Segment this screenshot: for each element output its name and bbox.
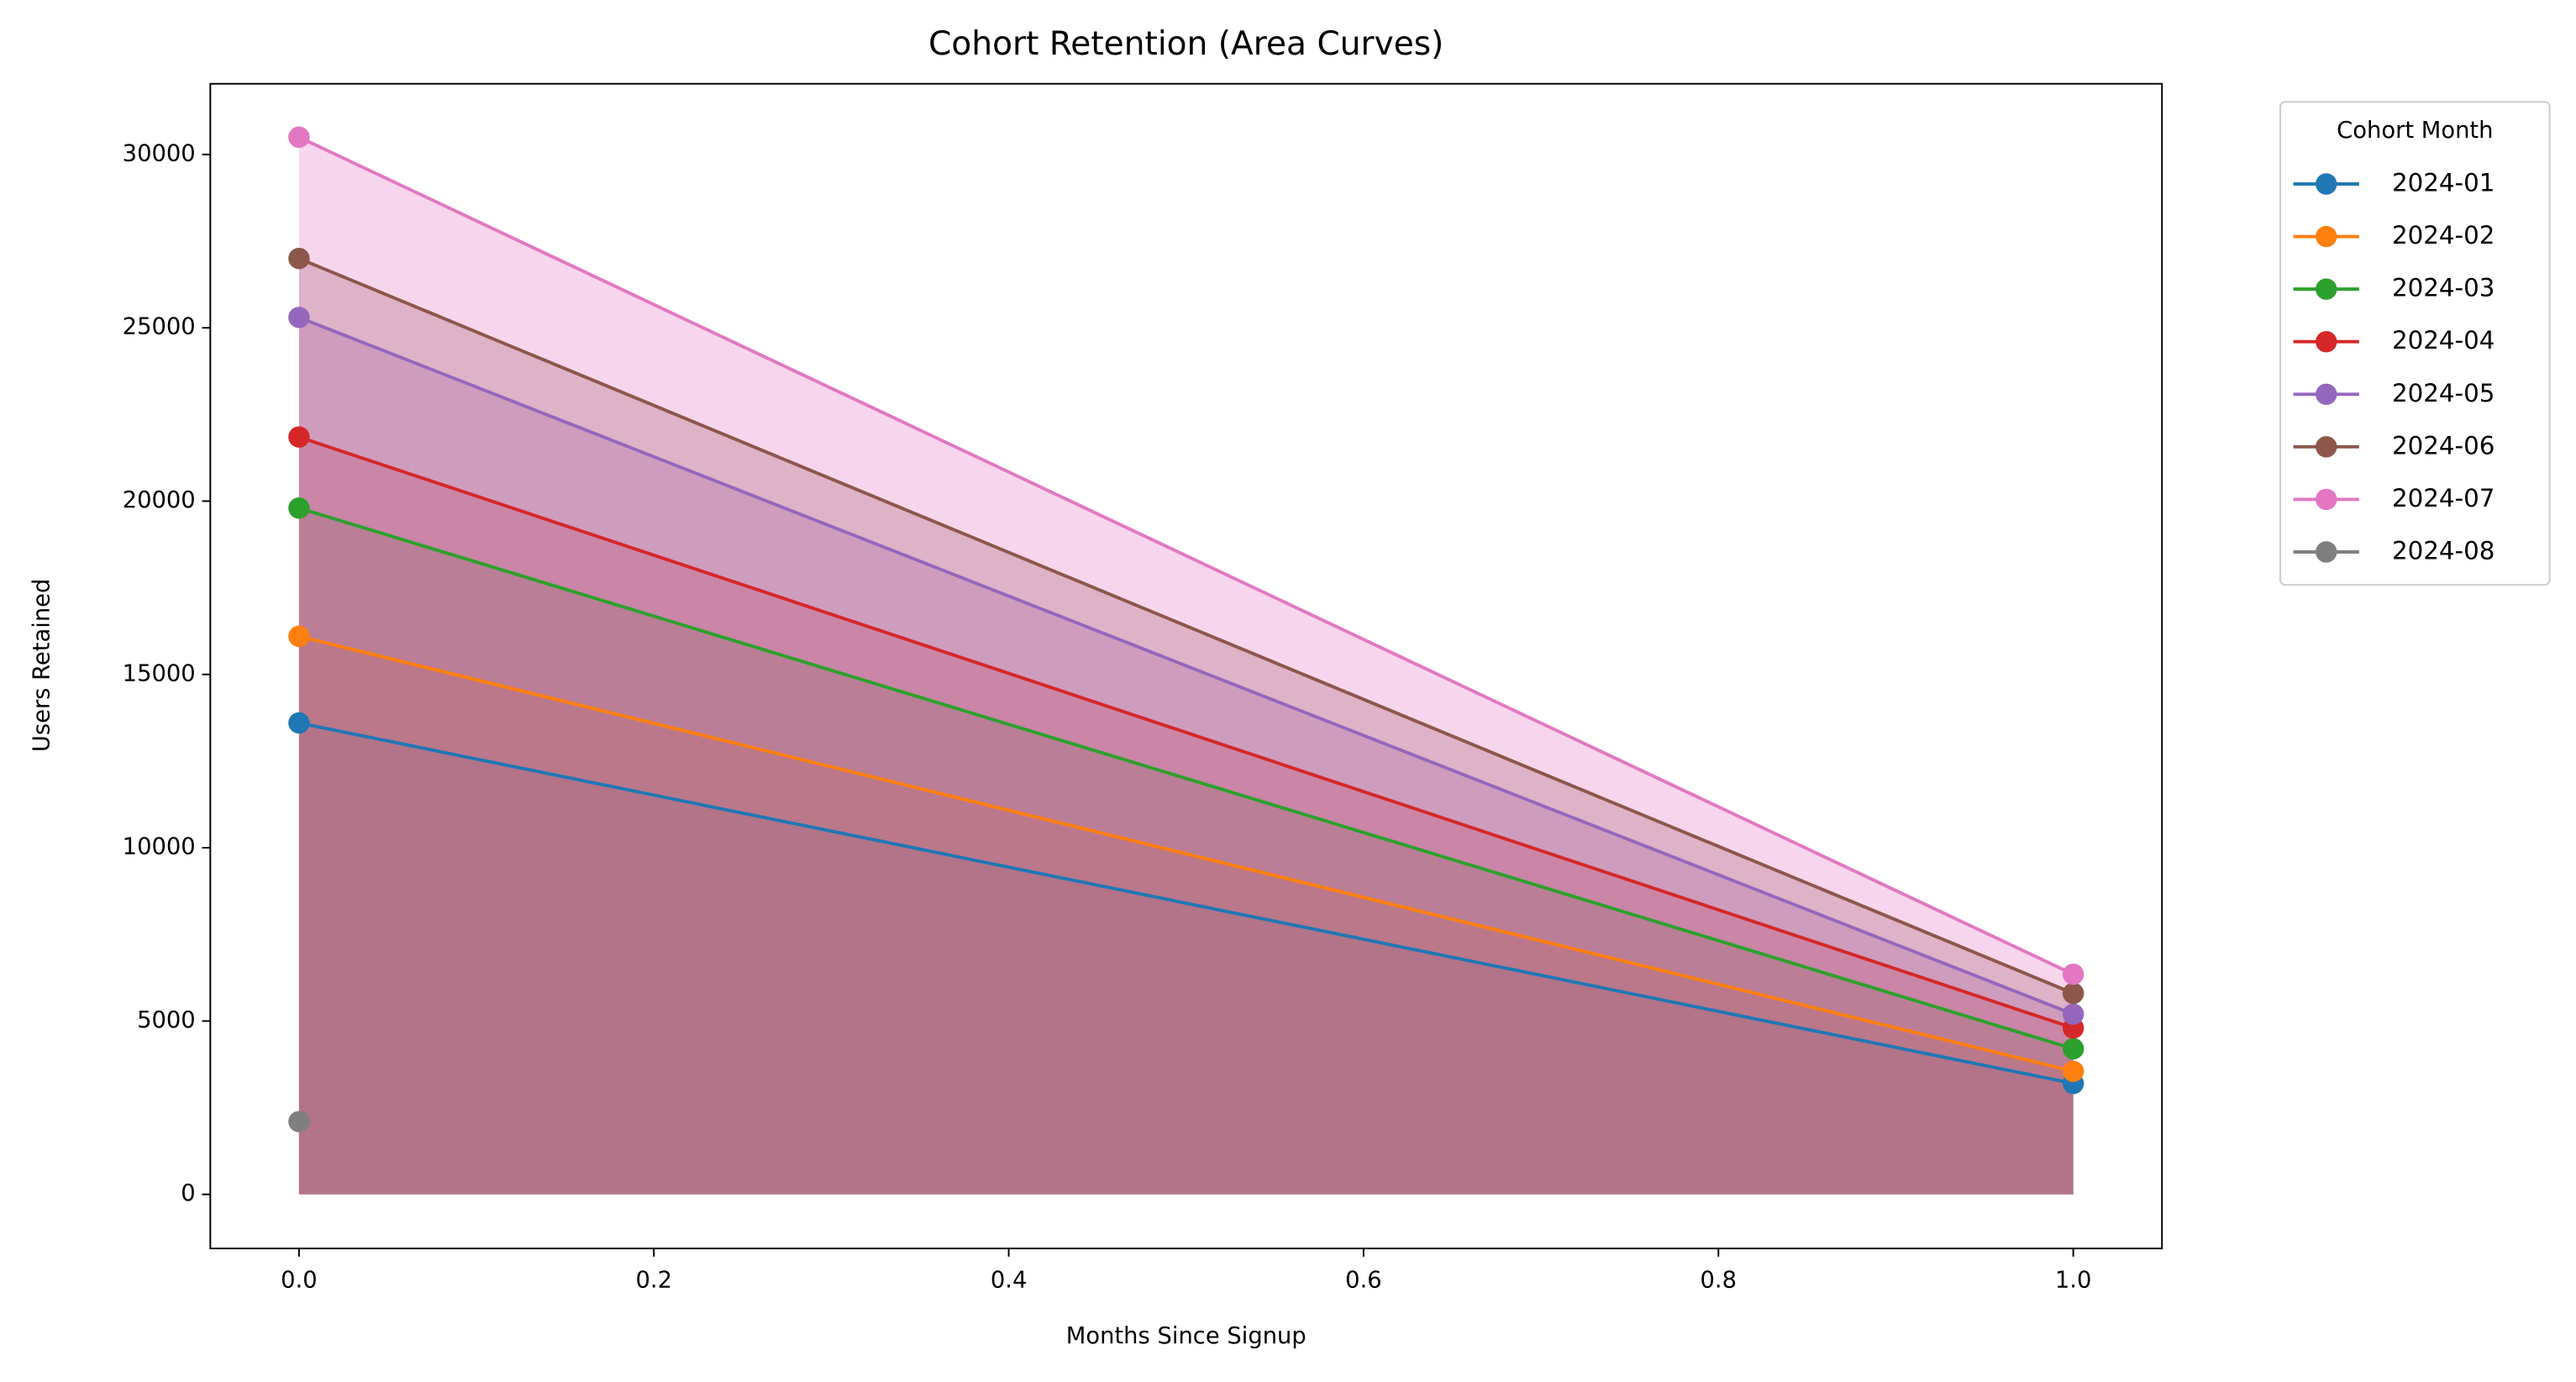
data-point <box>2062 1038 2084 1060</box>
data-point <box>288 1111 310 1132</box>
legend-marker <box>2316 488 2337 511</box>
legend-title: Cohort Month <box>2337 118 2493 144</box>
legend: Cohort Month 2024-01 2024-02 2024-03 2024-0… <box>2279 101 2551 586</box>
y-tick-label: 15000 <box>123 660 196 686</box>
legend-label: 2024-08 <box>2392 536 2495 565</box>
area-fill <box>298 317 2074 1195</box>
area-fill <box>298 437 2074 1195</box>
y-tick-label: 30000 <box>123 140 196 166</box>
legend-marker <box>2316 278 2337 300</box>
data-point <box>2062 982 2084 1005</box>
legend-box <box>2279 101 2551 586</box>
area-fill <box>298 723 2074 1195</box>
series-line <box>298 634 2074 1074</box>
x-tick-label: 0.2 <box>635 1268 672 1294</box>
series-line <box>298 135 2074 976</box>
series-line <box>298 256 2074 996</box>
legend-marker <box>2316 383 2337 405</box>
y-tick-label: 25000 <box>123 314 196 340</box>
y-tick-label: 10000 <box>123 834 196 860</box>
x-tick-label: 0.6 <box>1345 1268 1382 1294</box>
y-axis-label: Users Retained <box>29 579 55 753</box>
axes-frame <box>209 82 2163 1250</box>
data-point <box>288 497 310 519</box>
legend-label: 2024-06 <box>2392 431 2495 460</box>
legend-marker <box>2316 225 2337 248</box>
series-line <box>298 315 2074 1016</box>
legend-marker <box>2316 173 2337 195</box>
data-point <box>288 712 310 734</box>
legend-label: 2024-05 <box>2392 379 2495 407</box>
plot-area <box>288 126 2084 1195</box>
x-tick-label: 0.0 <box>281 1268 318 1294</box>
legend-label: 2024-02 <box>2392 221 2495 250</box>
legend-marker <box>2316 436 2337 458</box>
data-point <box>288 426 310 448</box>
area-fill <box>298 636 2074 1195</box>
legend-label: 2024-04 <box>2392 326 2495 355</box>
x-tick-label: 1.0 <box>2055 1268 2092 1294</box>
legend-marker <box>2316 330 2337 353</box>
data-point <box>2062 1003 2084 1025</box>
data-point <box>288 307 310 328</box>
y-tick-label: 5000 <box>137 1007 196 1033</box>
data-point <box>288 625 310 648</box>
x-tick-label: 0.4 <box>991 1268 1028 1294</box>
series-line <box>298 435 2074 1030</box>
area-fill <box>298 507 2074 1195</box>
y-tick-label: 0 <box>181 1180 195 1206</box>
chart-title: Cohort Retention (Area Curves) <box>928 25 1443 63</box>
legend-marker <box>2316 541 2337 563</box>
data-point <box>288 247 310 270</box>
series-line <box>298 721 2074 1085</box>
series-line <box>298 506 2074 1051</box>
legend-label: 2024-01 <box>2392 168 2495 197</box>
legend-label: 2024-07 <box>2392 484 2495 512</box>
data-point <box>288 126 310 148</box>
y-tick-label: 20000 <box>123 487 196 513</box>
data-point <box>2062 1060 2084 1082</box>
data-point <box>2062 963 2084 985</box>
x-axis-label: Months Since Signup <box>1066 1323 1306 1349</box>
x-tick-label: 0.8 <box>1701 1268 1737 1294</box>
legend-label: 2024-03 <box>2392 274 2495 302</box>
